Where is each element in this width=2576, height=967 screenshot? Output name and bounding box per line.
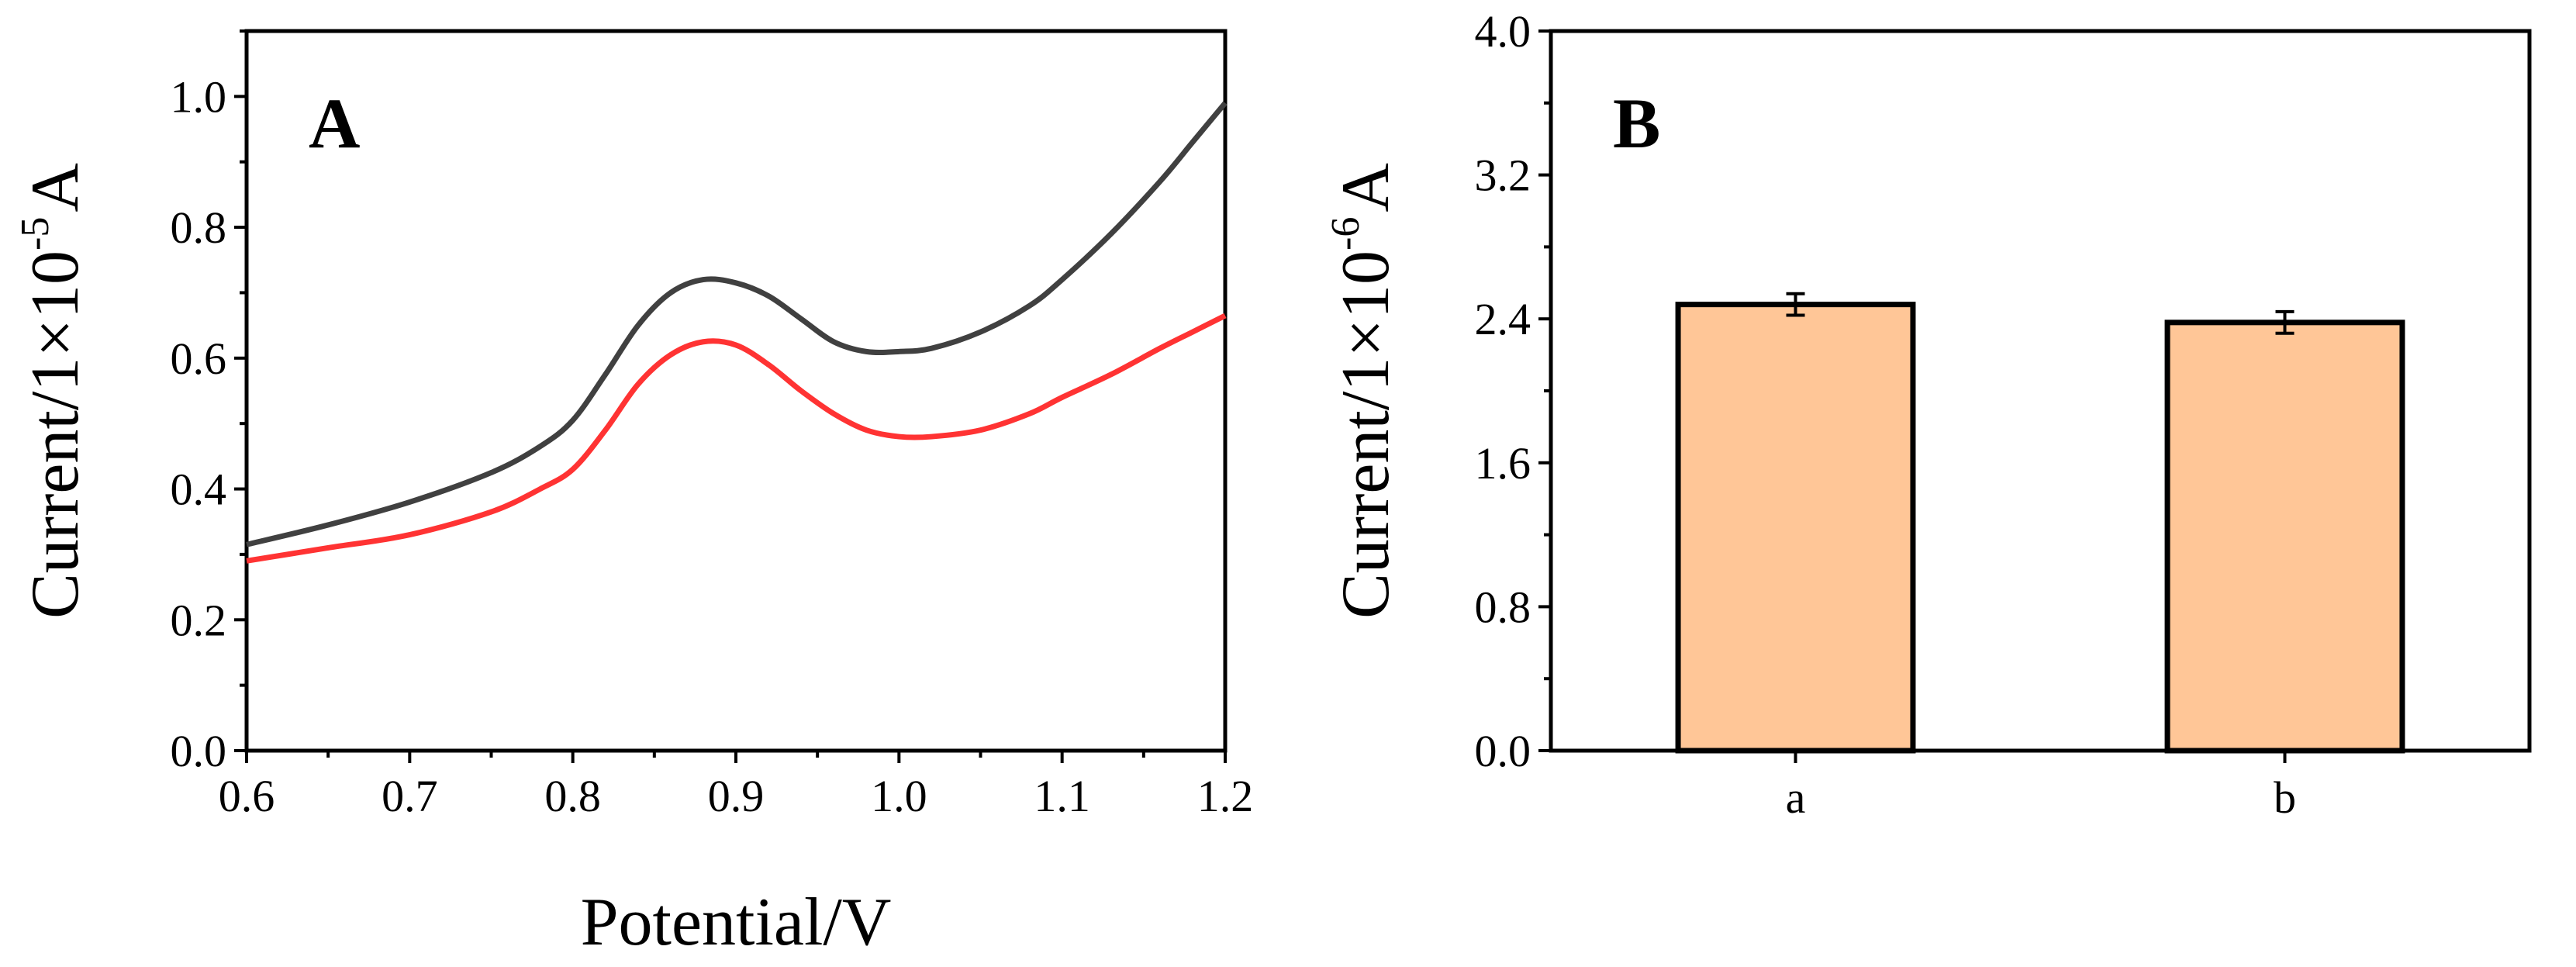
panel-a: 0.6 0.7 0.8 0.9 1.0 1.1 1.20.00.20.40.60.81.0 … <box>13 29 1254 960</box>
panel-a-y-axis-title: Current/1×10-5 A <box>13 163 93 619</box>
panel-a-series-line-2 <box>246 313 1227 564</box>
panel-b-y-tick-label: 2.4 <box>1475 294 1531 344</box>
panel-a-y-tick-label: 1.0 <box>171 71 227 122</box>
panel-b-y-axis-title-prefix: Current/1×10 <box>1328 250 1404 619</box>
panel-a-x-axis-title: Potential/V <box>581 885 892 960</box>
panel-b-y-tick-label: 4.0 <box>1475 6 1531 57</box>
panel-b-y-tick-label: 3.2 <box>1475 150 1531 201</box>
panel-a-x-tick-label: 0.9 <box>708 771 765 821</box>
panel-a-x-tick-label: 1.2 <box>1197 771 1254 821</box>
panel-a-y-axis-title-exponent: -5 <box>13 217 57 250</box>
panel-a-x-tick-label: 0.6 <box>219 771 275 821</box>
panel-b-y-axis-title-suffix: A <box>1328 163 1404 212</box>
panel-b-x-tick-label: a <box>1786 772 1806 823</box>
panel-a-y-tick-label: 0.8 <box>171 202 227 253</box>
panel-b-y-tick-label: 0.8 <box>1475 582 1531 632</box>
panel-b-y-axis-title: Current/1×10-6 A <box>1324 163 1404 619</box>
panel-b-y-tick-label: 1.6 <box>1475 438 1531 489</box>
panel-a-x-tick-label: 1.0 <box>871 771 927 821</box>
panel-a-y-tick-label: 0.4 <box>171 465 227 515</box>
panel-b-bar-b <box>2164 319 2405 754</box>
panel-b-x-tick-label: b <box>2274 772 2296 823</box>
panel-a-y-tick-label: 0.6 <box>171 333 227 384</box>
panel-a-x-tick-label: 1.1 <box>1034 771 1090 821</box>
panel-b: 0.0 0.8 1.6 2.4 3.2 4.0 a b B Current/1×10-6 A <box>1324 6 2532 823</box>
panel-a-letter: A <box>309 84 360 163</box>
panel-b-y-axis-title-exponent: -6 <box>1324 217 1368 250</box>
panel-b-bar-a <box>1675 302 1916 754</box>
panel-a-y-axis-title-prefix: Current/1×10 <box>18 250 93 619</box>
panel-a-y-axis-title-suffix: A <box>18 163 93 212</box>
panel-a-x-tick-label: 0.8 <box>544 771 601 821</box>
panel-b-y-tick-label: 0.0 <box>1475 726 1531 776</box>
panel-b-letter: B <box>1613 84 1660 163</box>
panel-a-y-tick-label: 0.0 <box>171 726 227 776</box>
panel-a-y-tick-label: 0.2 <box>171 595 227 645</box>
panel-a-series-line-1 <box>246 101 1228 547</box>
panel-a-x-tick-label: 0.7 <box>382 771 438 821</box>
